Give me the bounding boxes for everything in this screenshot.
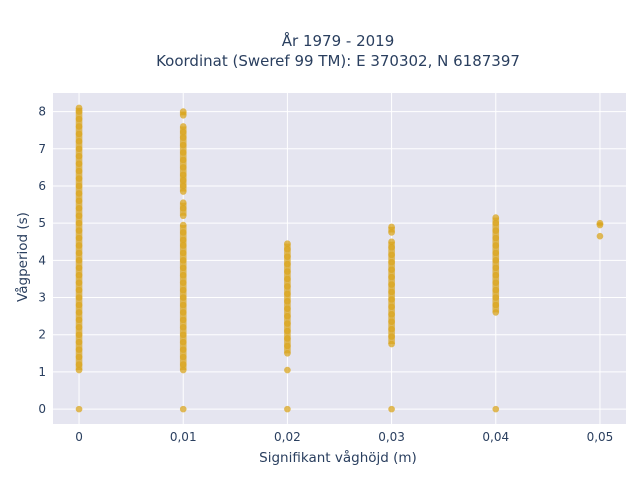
x-tick-label: 0,04	[482, 430, 509, 444]
chart-title-line2: Koordinat (Sweref 99 TM): E 370302, N 61…	[156, 52, 520, 70]
y-tick-label: 1	[38, 365, 46, 379]
data-point	[75, 405, 83, 413]
y-tick-label: 4	[38, 253, 46, 267]
y-tick-label: 8	[38, 105, 46, 119]
y-tick-label: 6	[38, 179, 46, 193]
x-tick-label: 0,02	[274, 430, 301, 444]
x-tick-label: 0	[75, 430, 83, 444]
x-axis-title: Signifikant våghöjd (m)	[259, 449, 417, 466]
data-point	[596, 232, 604, 240]
plot-area	[53, 93, 626, 424]
data-point	[284, 405, 291, 413]
data-points	[75, 104, 604, 413]
data-point	[388, 405, 395, 413]
grid-lines	[53, 93, 626, 424]
y-axis-ticks: 0 1 2 3 4 5 6 7 8	[38, 105, 46, 417]
chart-title-line1: År 1979 - 2019	[282, 31, 395, 50]
data-point	[284, 366, 291, 374]
y-tick-label: 2	[38, 328, 46, 342]
x-tick-label: 0,05	[587, 430, 614, 444]
y-tick-label: 3	[38, 291, 46, 305]
data-point	[179, 405, 187, 413]
y-axis-title: Vågperiod (s)	[14, 212, 31, 302]
y-tick-label: 5	[38, 216, 46, 230]
y-tick-label: 7	[38, 142, 46, 156]
y-tick-label: 0	[38, 402, 46, 416]
x-axis-ticks: 0 0,01 0,02 0,03 0,04 0,05	[75, 430, 613, 444]
data-point	[492, 405, 500, 413]
x-tick-label: 0,03	[378, 430, 405, 444]
x-tick-label: 0,01	[170, 430, 197, 444]
